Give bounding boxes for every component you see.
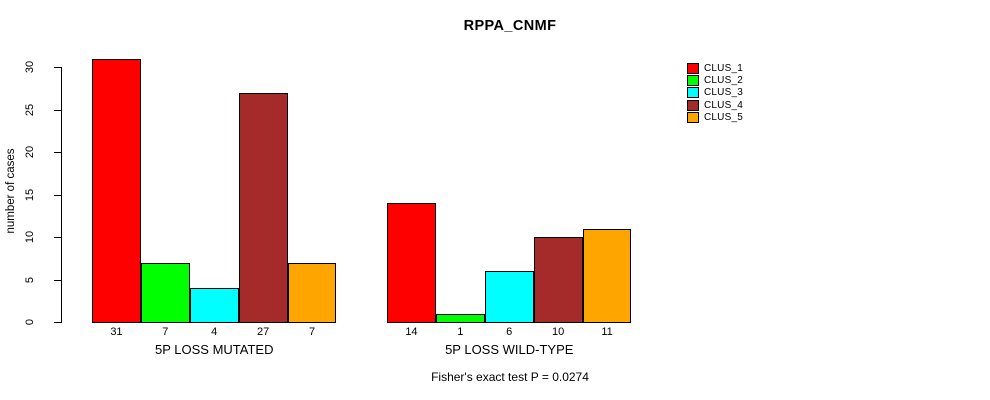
bar-value-label: 6 <box>506 326 513 338</box>
y-axis-tick <box>54 279 61 281</box>
legend-label: CLUS_1 <box>704 62 743 74</box>
legend-item: CLUS_4 <box>687 99 743 111</box>
legend-item: CLUS_3 <box>687 87 743 99</box>
y-tick-label: 0 <box>24 318 36 326</box>
legend-item: CLUS_5 <box>687 112 743 124</box>
y-axis-tick <box>54 67 61 69</box>
y-axis-tick <box>54 194 61 196</box>
legend-swatch <box>687 62 699 74</box>
bar-value-label: 4 <box>211 326 218 338</box>
legend-label: CLUS_4 <box>704 99 743 111</box>
bar-value-label: 27 <box>257 326 270 338</box>
legend-item: CLUS_2 <box>687 74 743 87</box>
y-axis-tick <box>54 322 61 323</box>
bar-value-label: 31 <box>110 326 123 338</box>
bar-clus_1 <box>387 203 436 323</box>
bar-clus_3 <box>484 271 534 323</box>
y-tick-label: 20 <box>24 146 36 159</box>
legend-label: CLUS_2 <box>704 75 743 87</box>
y-tick-label: 10 <box>24 231 36 244</box>
bar-clus_4 <box>533 237 583 323</box>
bar-value-label: 11 <box>601 326 613 338</box>
x-group-label: 5P LOSS MUTATED <box>155 342 274 357</box>
y-axis-line <box>61 67 62 323</box>
legend-swatch <box>687 112 699 124</box>
bar-clus_4 <box>238 92 288 323</box>
bar-clus_5 <box>287 262 337 323</box>
y-tick-label: 15 <box>24 188 36 201</box>
bar-value-label: 10 <box>552 326 565 338</box>
bar-value-label: 7 <box>162 326 169 338</box>
legend-label: CLUS_3 <box>704 87 743 99</box>
y-tick-label: 5 <box>24 276 36 283</box>
y-tick-label: 30 <box>24 61 36 74</box>
annotation-text: Fisher's exact test P = 0.0274 <box>431 370 589 384</box>
bar-value-label: 7 <box>308 326 316 338</box>
bar-clus_1 <box>92 58 141 323</box>
legend-swatch <box>687 99 699 111</box>
bar-clus_2 <box>140 262 190 323</box>
legend-label: CLUS_5 <box>704 112 743 124</box>
legend-item: CLUS_1 <box>687 62 743 74</box>
bar-clus_2 <box>435 313 485 323</box>
chart-title: RPPA_CNMF <box>463 18 557 34</box>
y-axis-tick <box>54 237 61 239</box>
y-axis-tick <box>54 109 61 111</box>
legend: CLUS_1 CLUS_2 CLUS_3 CLUS_4 CLUS_5 <box>687 62 743 124</box>
bar-clus_5 <box>582 228 632 323</box>
x-group-label: 5P LOSS WILD-TYPE <box>445 342 574 357</box>
legend-swatch <box>687 75 699 87</box>
bar-value-label: 14 <box>405 326 418 338</box>
bar-clus_3 <box>189 288 239 323</box>
bar-value-label: 1 <box>457 326 464 338</box>
y-axis-tick <box>54 152 61 154</box>
legend-swatch <box>687 87 699 99</box>
y-tick-label: 25 <box>24 103 36 117</box>
